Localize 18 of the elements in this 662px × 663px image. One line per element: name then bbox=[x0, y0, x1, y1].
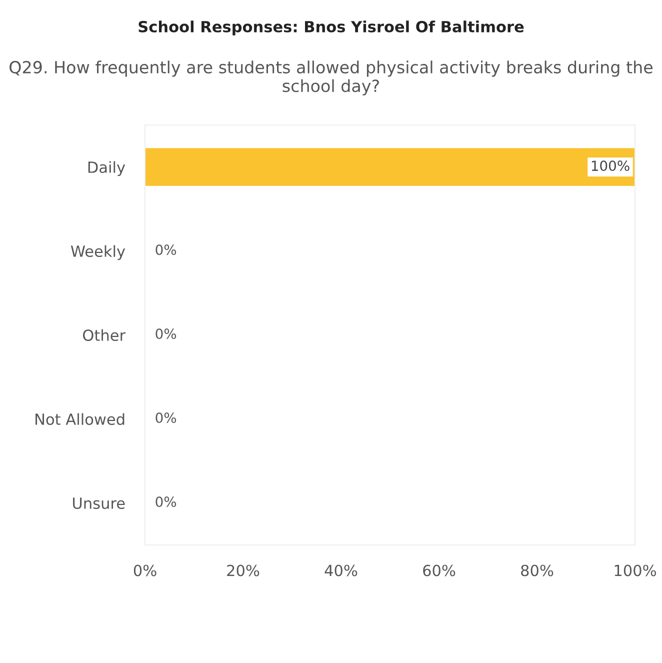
x-tick-label: 20% bbox=[227, 564, 260, 576]
y-tick-label: Not Allowed bbox=[36, 413, 124, 426]
data-label: 0% bbox=[156, 412, 176, 424]
data-label: 0% bbox=[156, 496, 176, 508]
y-tick-label: Weekly bbox=[70, 245, 126, 260]
y-tick-label: Unsure bbox=[73, 498, 125, 510]
x-tick-label: 60% bbox=[423, 564, 456, 576]
data-label: 0% bbox=[156, 244, 176, 256]
x-tick-label: 40% bbox=[324, 564, 358, 576]
x-tick-label: 80% bbox=[521, 564, 554, 576]
x-tick-label: 100% bbox=[614, 564, 656, 576]
x-tick-label: 0% bbox=[134, 564, 156, 576]
data-label: 100% bbox=[592, 160, 630, 172]
y-tick-label: Other bbox=[83, 329, 126, 342]
y-tick-label: Daily bbox=[88, 161, 126, 176]
chart-subtitle: Q29. How frequently are students allowed physical activity breaks during the school day? bbox=[10, 60, 652, 96]
data-label: 0% bbox=[156, 328, 176, 340]
chart-title: School Responses: Bnos Yisroel Of Baltimore bbox=[138, 20, 524, 36]
